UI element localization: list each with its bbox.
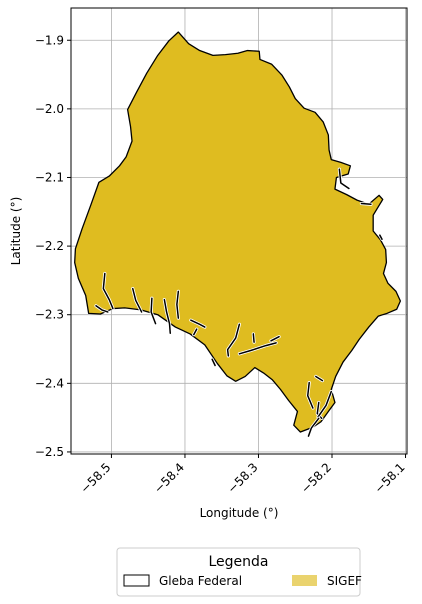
x-tick-label: −58.4 xyxy=(151,460,187,496)
river-line xyxy=(338,168,350,190)
river-line xyxy=(379,234,383,240)
river-line xyxy=(102,272,114,310)
river-line xyxy=(307,417,320,437)
river-line xyxy=(316,401,323,420)
river-line xyxy=(226,323,241,357)
y-axis-ticks: −1.9 −2.0 −2.1 −2.2 −2.3 −2.4 −2.5 xyxy=(35,33,71,459)
river-line xyxy=(211,358,216,367)
x-tick-label: −58.2 xyxy=(298,460,334,496)
y-tick-label: −2.5 xyxy=(35,445,64,459)
x-axis-ticks: −58.5 −58.4 −58.3 −58.2 −58.1 xyxy=(78,454,408,496)
legend-swatch-gleba-federal xyxy=(123,574,150,587)
river-line xyxy=(163,298,172,334)
x-tick-label: −58.1 xyxy=(372,460,408,496)
legend: Legenda Gleba Federal SIGEF xyxy=(116,547,362,597)
x-axis-label: Longitude (°) xyxy=(200,506,279,520)
map-layers xyxy=(74,31,402,433)
y-tick-label: −1.9 xyxy=(35,33,64,47)
river-line xyxy=(95,305,109,313)
river-line xyxy=(252,333,255,343)
sigef-area xyxy=(74,32,401,433)
legend-swatch-sigef xyxy=(292,575,317,586)
river-line xyxy=(270,335,280,342)
legend-title: Legenda xyxy=(208,554,268,570)
legend-label-gleba-federal: Gleba Federal xyxy=(159,574,242,588)
y-tick-label: −2.2 xyxy=(35,239,64,253)
x-tick-label: −58.5 xyxy=(78,460,114,496)
river-line xyxy=(360,202,372,205)
river-line xyxy=(190,319,206,328)
river-line xyxy=(132,287,143,313)
river-line xyxy=(306,381,314,409)
y-axis-label: Latitude (°) xyxy=(9,197,23,266)
y-tick-label: −2.0 xyxy=(35,102,64,116)
plot-frame xyxy=(70,7,408,455)
y-tick-label: −2.1 xyxy=(35,170,64,184)
river-line xyxy=(176,290,180,319)
x-tick-label: −58.3 xyxy=(225,460,261,496)
river-line xyxy=(317,390,333,418)
gleba-federal-boundary xyxy=(74,31,402,433)
legend-label-sigef: SIGEF xyxy=(327,574,362,588)
river-line xyxy=(193,328,198,336)
river-line xyxy=(238,342,277,355)
river-channels xyxy=(94,167,384,438)
river-line xyxy=(315,375,324,382)
river-line xyxy=(150,297,157,325)
y-tick-label: −2.4 xyxy=(35,376,64,390)
y-tick-label: −2.3 xyxy=(35,308,64,322)
